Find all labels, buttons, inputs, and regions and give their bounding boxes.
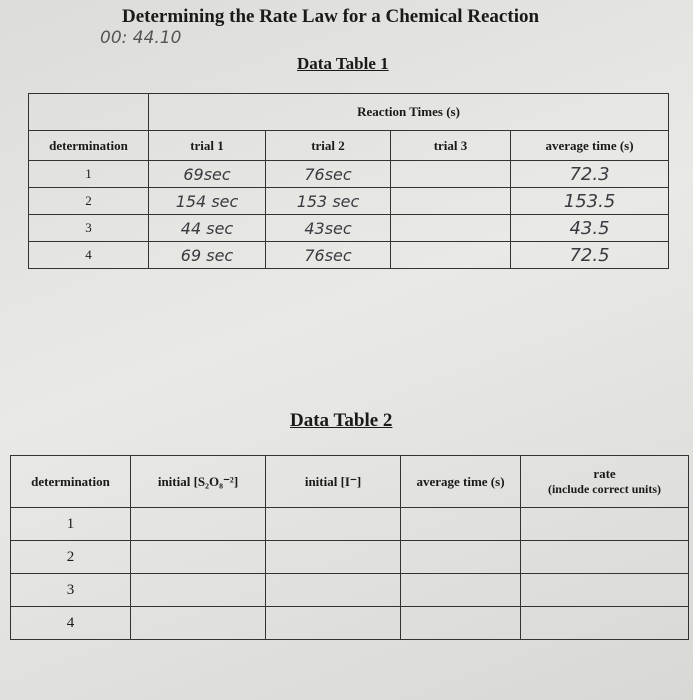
cell <box>400 606 521 640</box>
column-header: rate (include correct units) <box>520 455 689 508</box>
cell: 153 sec <box>265 187 391 215</box>
cell: 2 <box>28 187 149 215</box>
cell: 43sec <box>265 214 391 242</box>
table-title: Data Table 2 <box>290 410 393 431</box>
cell <box>400 573 521 607</box>
cell <box>520 507 689 541</box>
cell <box>520 573 689 607</box>
cell: 69sec <box>148 160 266 188</box>
cell: 153.5 <box>509 187 670 215</box>
cell <box>390 241 511 269</box>
cell <box>400 507 521 541</box>
cell: 1 <box>10 507 131 541</box>
column-header: trial 2 <box>265 130 391 161</box>
column-header: initial [S₂O₈⁻²] <box>130 455 266 508</box>
cell: 43.5 <box>509 214 670 242</box>
table-row: 3 44 sec 43sec 43.5 <box>28 214 670 242</box>
table-title: Data Table 1 <box>297 54 389 73</box>
table-row: 1 <box>10 507 689 541</box>
cell: 69 sec <box>148 241 266 269</box>
cell <box>130 507 266 541</box>
column-header: average time (s) <box>509 130 670 161</box>
cell <box>390 214 511 242</box>
column-header: initial [I⁻] <box>265 455 401 508</box>
table-row: 1 69sec 76sec 72.3 <box>28 160 670 188</box>
table-row: 2 154 sec 153 sec 153.5 <box>28 187 670 215</box>
table-row: 2 <box>10 540 689 574</box>
handwritten-note: 00: 44.10 <box>100 28 182 48</box>
cell: 3 <box>10 573 131 607</box>
rate-label: rate <box>593 466 616 481</box>
cell: 154 sec <box>148 187 266 215</box>
cell: 72.5 <box>509 241 670 269</box>
cell: 3 <box>28 214 149 242</box>
table-row: 4 <box>10 606 689 640</box>
title: Determining the Rate Law for a Chemical … <box>122 6 540 27</box>
data-table-2: determination initial [S₂O₈⁻²] initial [… <box>10 455 689 640</box>
column-header: average time (s) <box>400 455 521 508</box>
cell: 72.3 <box>509 160 670 188</box>
data-table-1: Reaction Times (s) determination trial 1… <box>28 93 670 269</box>
column-header: trial 3 <box>390 130 511 161</box>
cell: 4 <box>28 241 149 269</box>
cell: 44 sec <box>148 214 266 242</box>
rate-note: (include correct units) <box>547 482 662 496</box>
cell <box>265 540 401 574</box>
cell <box>400 540 521 574</box>
column-header: trial 1 <box>148 130 266 161</box>
column-header: determination <box>28 130 149 161</box>
cell <box>130 606 266 640</box>
cell <box>520 540 689 574</box>
cell <box>390 187 511 215</box>
cell: 4 <box>10 606 131 640</box>
cell <box>130 573 266 607</box>
cell <box>520 606 689 640</box>
cell: 1 <box>28 160 149 188</box>
cell <box>265 507 401 541</box>
cell <box>265 573 401 607</box>
cell: 2 <box>10 540 131 574</box>
cell <box>265 606 401 640</box>
cell <box>390 160 511 188</box>
table-row: 3 <box>10 573 689 607</box>
cell: 76sec <box>265 241 391 269</box>
cell: 76sec <box>265 160 391 188</box>
column-header: determination <box>10 455 131 508</box>
table-row: 4 69 sec 76sec 72.5 <box>28 241 670 269</box>
group-header: Reaction Times (s) <box>147 93 670 131</box>
cell <box>130 540 266 574</box>
